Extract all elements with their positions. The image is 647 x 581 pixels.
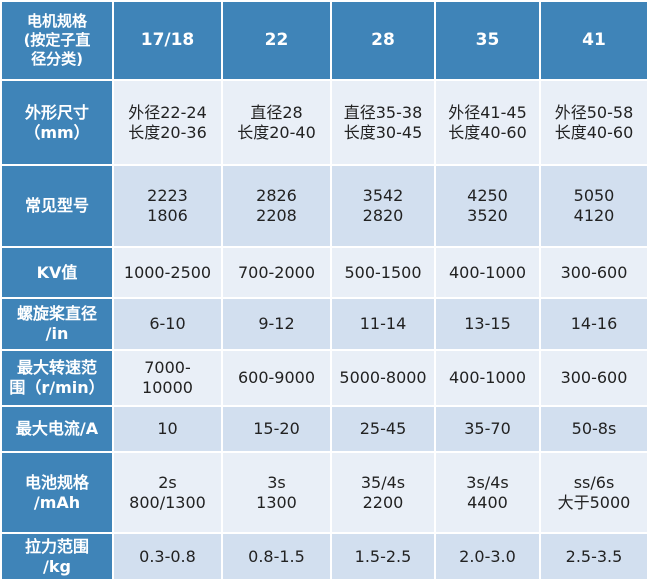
table-cell: 2s 800/1300 bbox=[112, 451, 223, 534]
table-cell: 外径22-24 长度20-36 bbox=[112, 79, 223, 166]
table-cell: 3542 2820 bbox=[330, 164, 436, 248]
table-cell: 1000-2500 bbox=[112, 246, 223, 299]
table-row: 电池规格 /mAh 2s 800/1300 3s 1300 35/4s 2200… bbox=[0, 451, 647, 534]
column-header: 17/18 bbox=[112, 0, 223, 81]
table-row: 最大转速范 围（r/min） 7000- 10000 600-9000 5000… bbox=[0, 349, 647, 407]
table-row: 最大电流/A 10 15-20 25-45 35-70 50-8s bbox=[0, 405, 647, 453]
table-cell: 14-16 bbox=[539, 297, 647, 351]
table-cell: 35/4s 2200 bbox=[330, 451, 436, 534]
table-cell: 50-8s bbox=[539, 405, 647, 453]
corner-header-text: 电机规格 (按定子直 径分类) bbox=[23, 12, 91, 68]
table-row: KV值 1000-2500 700-2000 500-1500 400-1000… bbox=[0, 246, 647, 299]
corner-header: 电机规格 (按定子直 径分类) bbox=[0, 0, 114, 81]
table-cell: 直径35-38 长度30-45 bbox=[330, 79, 436, 166]
row-header: KV值 bbox=[0, 246, 114, 299]
row-header: 拉力范围 /kg bbox=[0, 532, 114, 581]
table-cell: 0.8-1.5 bbox=[221, 532, 332, 581]
table-cell: 500-1500 bbox=[330, 246, 436, 299]
table-cell: 35-70 bbox=[434, 405, 541, 453]
table-cell: 13-15 bbox=[434, 297, 541, 351]
table-cell: 7000- 10000 bbox=[112, 349, 223, 407]
table-cell: 1.5-2.5 bbox=[330, 532, 436, 581]
table-cell: 外径41-45 长度40-60 bbox=[434, 79, 541, 166]
table-cell: 外径50-58 长度40-60 bbox=[539, 79, 647, 166]
row-header: 最大电流/A bbox=[0, 405, 114, 453]
table-cell: 400-1000 bbox=[434, 349, 541, 407]
table-cell: 11-14 bbox=[330, 297, 436, 351]
table-row: 螺旋桨直径 /in 6-10 9-12 11-14 13-15 14-16 bbox=[0, 297, 647, 351]
table-cell: 300-600 bbox=[539, 349, 647, 407]
table-cell: 10 bbox=[112, 405, 223, 453]
table-cell: ss/6s 大于5000 bbox=[539, 451, 647, 534]
table-cell: 2.5-3.5 bbox=[539, 532, 647, 581]
row-header: 外形尺寸 （mm） bbox=[0, 79, 114, 166]
column-header: 35 bbox=[434, 0, 541, 81]
column-header: 28 bbox=[330, 0, 436, 81]
table-cell: 3s/4s 4400 bbox=[434, 451, 541, 534]
row-header: 常见型号 bbox=[0, 164, 114, 248]
table-cell: 5050 4120 bbox=[539, 164, 647, 248]
table-cell: 15-20 bbox=[221, 405, 332, 453]
row-header: 最大转速范 围（r/min） bbox=[0, 349, 114, 407]
table-cell: 直径28 长度20-40 bbox=[221, 79, 332, 166]
table-cell: 2.0-3.0 bbox=[434, 532, 541, 581]
table-cell: 600-9000 bbox=[221, 349, 332, 407]
table-cell: 9-12 bbox=[221, 297, 332, 351]
table-cell: 700-2000 bbox=[221, 246, 332, 299]
table-cell: 5000-8000 bbox=[330, 349, 436, 407]
table-row: 常见型号 2223 1806 2826 2208 3542 2820 4250 … bbox=[0, 164, 647, 248]
table-cell: 300-600 bbox=[539, 246, 647, 299]
row-header: 电池规格 /mAh bbox=[0, 451, 114, 534]
table-cell: 6-10 bbox=[112, 297, 223, 351]
row-header: 螺旋桨直径 /in bbox=[0, 297, 114, 351]
table-cell: 3s 1300 bbox=[221, 451, 332, 534]
table-cell: 400-1000 bbox=[434, 246, 541, 299]
table-cell: 2223 1806 bbox=[112, 164, 223, 248]
table-cell: 25-45 bbox=[330, 405, 436, 453]
table-row: 拉力范围 /kg 0.3-0.8 0.8-1.5 1.5-2.5 2.0-3.0… bbox=[0, 532, 647, 581]
table-cell: 2826 2208 bbox=[221, 164, 332, 248]
column-header: 41 bbox=[539, 0, 647, 81]
table-cell: 0.3-0.8 bbox=[112, 532, 223, 581]
column-header: 22 bbox=[221, 0, 332, 81]
table-cell: 4250 3520 bbox=[434, 164, 541, 248]
header-row: 电机规格 (按定子直 径分类) 17/18 22 28 35 41 bbox=[0, 0, 647, 81]
table-row: 外形尺寸 （mm） 外径22-24 长度20-36 直径28 长度20-40 直… bbox=[0, 79, 647, 166]
